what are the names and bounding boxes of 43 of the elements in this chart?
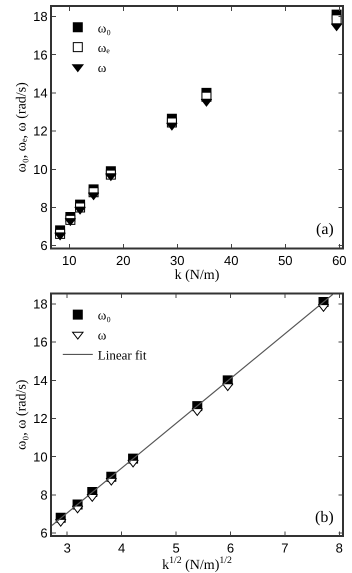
legend-label: ω₀ [98, 20, 111, 36]
legend-label: ω [98, 328, 107, 343]
x-tick-label: 10 [62, 252, 77, 268]
x-tick-label: 7 [281, 540, 288, 556]
legend-label: ωₑ [98, 40, 110, 56]
x-tick-label: 40 [224, 252, 239, 268]
y-tick-label: 8 [40, 487, 48, 502]
x-tick-label: 5 [172, 540, 180, 556]
x-tick-label: 20 [116, 252, 131, 268]
x-tick-label: 50 [278, 252, 293, 268]
y-tick-label: 14 [33, 372, 48, 388]
annotation: (b) [315, 509, 334, 526]
x-axis-title: k$^{1/2}$ (N/m)$^{1/2}$ [162, 555, 232, 573]
annotation: (a) [316, 221, 334, 238]
y-tick-label: 18 [33, 296, 48, 312]
y-tick-label: 14 [33, 85, 48, 100]
y-tick-label: 8 [40, 200, 48, 216]
x-axis-title: k (N/m) [174, 268, 220, 283]
legend-label: ω [98, 60, 107, 76]
point [222, 383, 234, 392]
legend-label: ω₀ [98, 308, 111, 323]
point [200, 98, 212, 107]
x-tick-label: 8 [336, 540, 343, 556]
x-tick-label: 30 [170, 252, 185, 268]
y-tick-label: 16 [33, 47, 48, 62]
x-tick-label: 6 [226, 540, 234, 556]
y-tick-label: 6 [40, 238, 48, 254]
point [54, 232, 66, 240]
y-tick-label: 6 [40, 526, 48, 541]
y-tick-label: 18 [33, 9, 48, 24]
y-axis-title: ω₀, ωₑ, ω (rad/s) [14, 82, 30, 172]
x-tick-label: 3 [64, 540, 71, 556]
y-tick-label: 10 [33, 449, 48, 464]
x-tick-label: 4 [118, 540, 126, 556]
point [330, 23, 342, 32]
point [88, 192, 100, 200]
y-tick-label: 16 [33, 334, 48, 350]
legend-label: Linear fit [98, 348, 147, 363]
y-tick-label: 12 [33, 124, 48, 139]
y-tick-label: 10 [33, 162, 48, 177]
y-tick-label: 12 [33, 411, 48, 426]
y-axis-title: ω₀, ω (rad/s) [14, 379, 30, 450]
x-tick-label: 60 [332, 252, 347, 268]
